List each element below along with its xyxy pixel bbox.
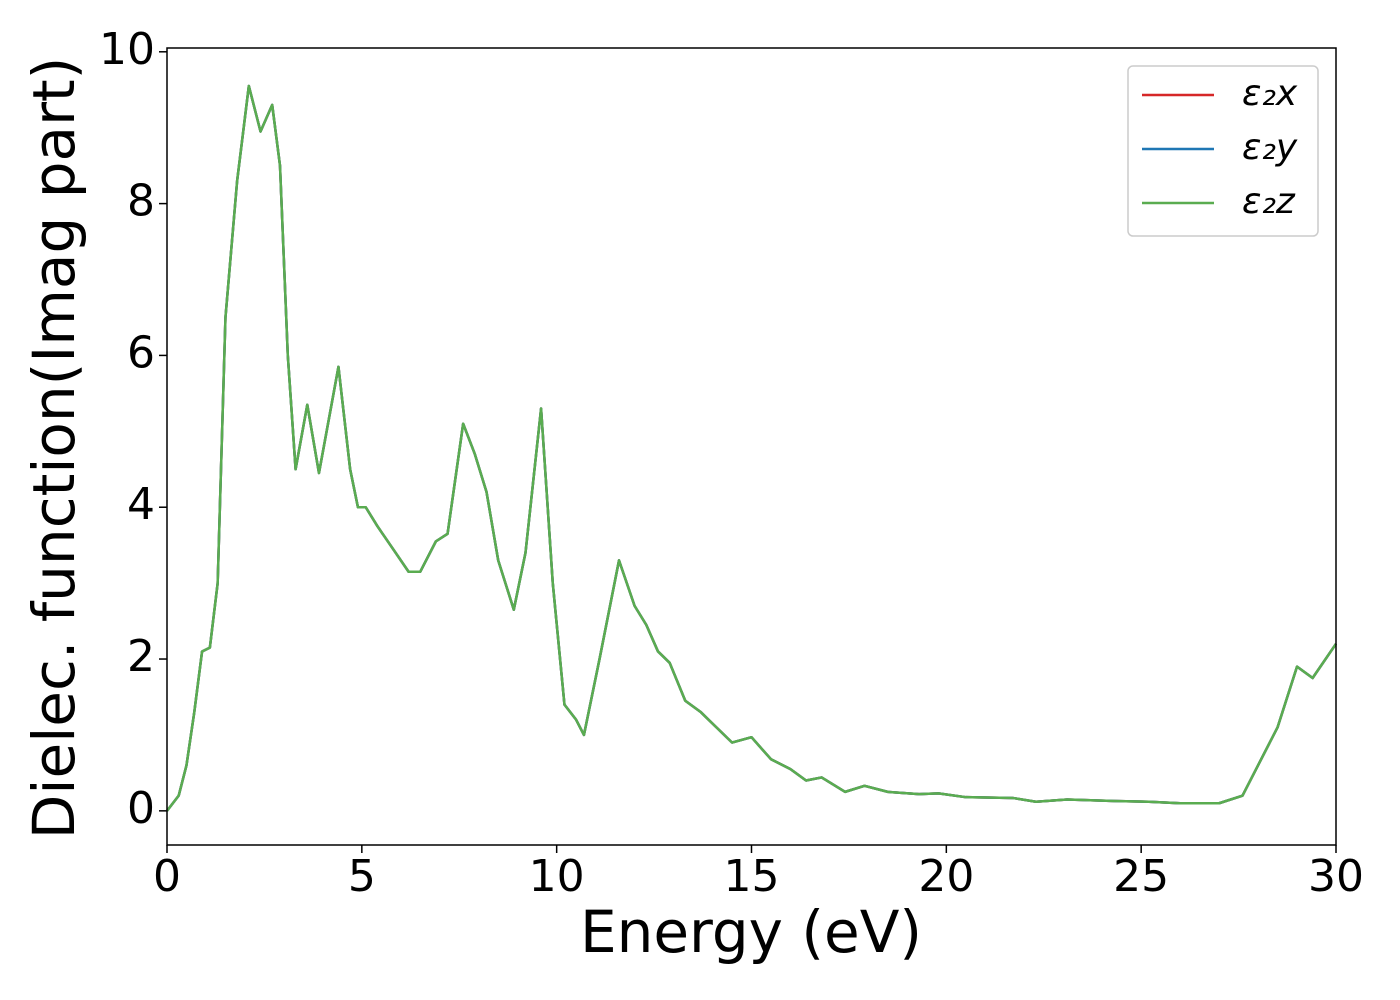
legend: ε₂x ε₂y ε₂z [1127,65,1319,237]
plot-frame [166,47,1337,846]
y-tick-label: 4 [127,479,155,530]
legend-label: ε₂y [1242,127,1298,168]
x-tick-label: 10 [529,851,585,902]
y-tick-label: 10 [99,24,155,75]
y-tick-label: 2 [127,631,155,682]
x-tick-label: 25 [1113,851,1169,902]
legend-label: ε₂z [1242,181,1296,222]
x-tick-label: 30 [1308,851,1364,902]
y-tick-label: 0 [127,783,155,834]
x-tick-label: 5 [348,851,376,902]
series-line [166,84,1338,812]
y-tick-label: 8 [127,176,155,227]
x-tick-label: 0 [153,851,181,902]
y-tick-label: 6 [127,327,155,378]
x-axis-label: Energy (eV) [580,898,922,966]
y-axis-label: Dielec. function(Imag part) [20,57,88,840]
x-tick-label: 15 [724,851,780,902]
legend-label: ε₂x [1242,73,1298,114]
x-tick-label: 20 [918,851,974,902]
legend-box [1127,65,1319,237]
